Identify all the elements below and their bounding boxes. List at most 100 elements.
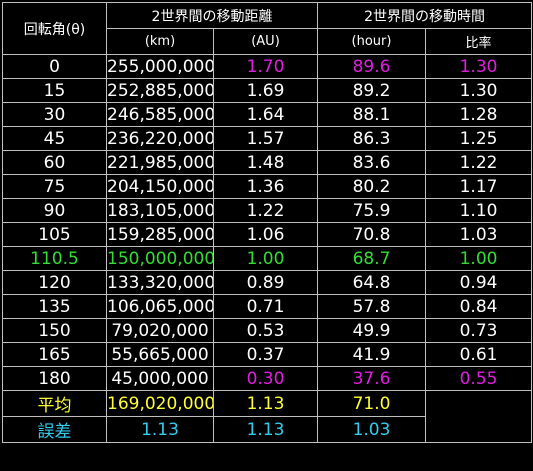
header-row-1: 回転角(θ) 2世界間の移動距離 2世界間の移動時間 [2, 2, 533, 55]
cell-km: 150,000,000 [106, 246, 214, 271]
error-au: 1.13 [212, 416, 319, 443]
cell-hour: 49.9 [317, 318, 427, 343]
cell-ratio: 0.61 [425, 342, 533, 367]
table-row: 90 183,105,000 1.22 75.9 1.10 [2, 198, 533, 223]
cell-ratio: 0.55 [425, 366, 533, 391]
cell-au: 1.64 [212, 102, 319, 127]
cell-au: 1.69 [212, 78, 319, 103]
unit-hour-header: (hour) [317, 28, 427, 55]
table-row: 150 79,020,000 0.53 49.9 0.73 [2, 318, 533, 343]
cell-au: 0.30 [212, 366, 319, 391]
cell-hour: 57.8 [317, 294, 427, 319]
cell-km: 133,320,000 [106, 270, 214, 295]
cell-ratio: 1.10 [425, 198, 533, 223]
ratio-header: 比率 [425, 28, 533, 55]
cell-angle: 150 [2, 318, 107, 343]
cell-au: 1.48 [212, 150, 319, 175]
header-row-2: (km) (AU) (hour) 比率 [3, 28, 533, 55]
table-row: 75 204,150,000 1.36 80.2 1.17 [2, 174, 533, 199]
cell-km: 183,105,000 [106, 198, 214, 223]
average-label: 平均 [2, 390, 107, 417]
cell-angle: 165 [2, 342, 107, 367]
cell-hour: 83.6 [317, 150, 427, 175]
cell-hour: 89.6 [317, 54, 427, 79]
cell-ratio: 1.03 [425, 222, 533, 247]
table-row: 165 55,665,000 0.37 41.9 0.61 [2, 342, 533, 367]
table-row: 105 159,285,000 1.06 70.8 1.03 [2, 222, 533, 247]
cell-hour: 88.1 [317, 102, 427, 127]
distance-time-table: 回転角(θ) 2世界間の移動距離 2世界間の移動時間 (km) (AU) (ho… [2, 2, 533, 443]
empty-cell [425, 390, 533, 443]
cell-angle: 180 [2, 366, 107, 391]
average-km: 169,020,000 [106, 390, 214, 417]
cell-angle: 45 [2, 126, 107, 151]
average-row: 平均 169,020,000 1.13 71.0 [2, 390, 533, 443]
cell-angle: 135 [2, 294, 107, 319]
cell-hour: 86.3 [317, 126, 427, 151]
cell-km: 159,285,000 [106, 222, 214, 247]
table-row: 60 221,985,000 1.48 83.6 1.22 [2, 150, 533, 175]
table-row: 180 45,000,000 0.30 37.6 0.55 [2, 366, 533, 391]
cell-au: 1.57 [212, 126, 319, 151]
error-row: 誤差 1.13 1.13 1.03 [2, 416, 532, 443]
cell-ratio: 0.84 [425, 294, 533, 319]
cell-hour: 75.9 [317, 198, 427, 223]
unit-au-header: (AU) [212, 28, 319, 55]
time-group-header: 2世界間の移動時間 [317, 2, 533, 29]
table-row: 0 255,000,000 1.70 89.6 1.30 [2, 54, 533, 79]
cell-au: 1.70 [212, 54, 319, 79]
cell-km: 255,000,000 [106, 54, 214, 79]
cell-hour: 64.8 [317, 270, 427, 295]
cell-angle: 15 [2, 78, 107, 103]
cell-ratio: 1.30 [425, 78, 533, 103]
error-hour: 1.03 [317, 416, 427, 443]
cell-angle: 120 [2, 270, 107, 295]
unit-km-header: (km) [106, 28, 214, 55]
cell-hour: 68.7 [317, 246, 427, 271]
table-row: 45 236,220,000 1.57 86.3 1.25 [2, 126, 533, 151]
average-hour: 71.0 [317, 390, 427, 417]
cell-hour: 70.8 [317, 222, 427, 247]
cell-km: 45,000,000 [106, 366, 214, 391]
cell-hour: 89.2 [317, 78, 427, 103]
cell-au: 0.53 [212, 318, 319, 343]
cell-angle: 0 [2, 54, 107, 79]
distance-group-header: 2世界間の移動距離 [105, 2, 319, 29]
cell-ratio: 1.30 [425, 54, 533, 79]
cell-km: 55,665,000 [106, 342, 214, 367]
cell-angle: 90 [2, 198, 107, 223]
average-au: 1.13 [212, 390, 319, 417]
cell-au: 1.00 [212, 246, 319, 271]
table-row: 30 246,585,000 1.64 88.1 1.28 [2, 102, 533, 127]
cell-km: 246,585,000 [106, 102, 214, 127]
table-row: 15 252,885,000 1.69 89.2 1.30 [2, 78, 533, 103]
cell-km: 79,020,000 [106, 318, 214, 343]
angle-header: 回転角(θ) [2, 2, 107, 55]
cell-ratio: 0.73 [425, 318, 533, 343]
cell-angle: 75 [2, 174, 107, 199]
cell-km: 221,985,000 [106, 150, 214, 175]
error-label: 誤差 [2, 416, 107, 443]
cell-ratio: 0.94 [425, 270, 533, 295]
cell-hour: 41.9 [317, 342, 427, 367]
cell-au: 0.37 [212, 342, 319, 367]
cell-au: 1.06 [212, 222, 319, 247]
cell-au: 0.71 [212, 294, 319, 319]
cell-angle: 110.5 [2, 246, 107, 271]
table-body: 0 255,000,000 1.70 89.6 1.30 15 252,885,000 1.6… [2, 54, 533, 391]
cell-ratio: 1.22 [425, 150, 533, 175]
cell-km: 204,150,000 [106, 174, 214, 199]
cell-hour: 37.6 [317, 366, 427, 391]
error-km: 1.13 [106, 416, 214, 443]
cell-ratio: 1.00 [425, 246, 533, 271]
cell-angle: 60 [2, 150, 107, 175]
cell-km: 106,065,000 [106, 294, 214, 319]
cell-angle: 105 [2, 222, 107, 247]
cell-au: 1.22 [212, 198, 319, 223]
table-row: 120 133,320,000 0.89 64.8 0.94 [2, 270, 533, 295]
cell-ratio: 1.17 [425, 174, 533, 199]
cell-ratio: 1.25 [425, 126, 533, 151]
cell-ratio: 1.28 [425, 102, 533, 127]
table-row: 110.5 150,000,000 1.00 68.7 1.00 [2, 246, 533, 271]
